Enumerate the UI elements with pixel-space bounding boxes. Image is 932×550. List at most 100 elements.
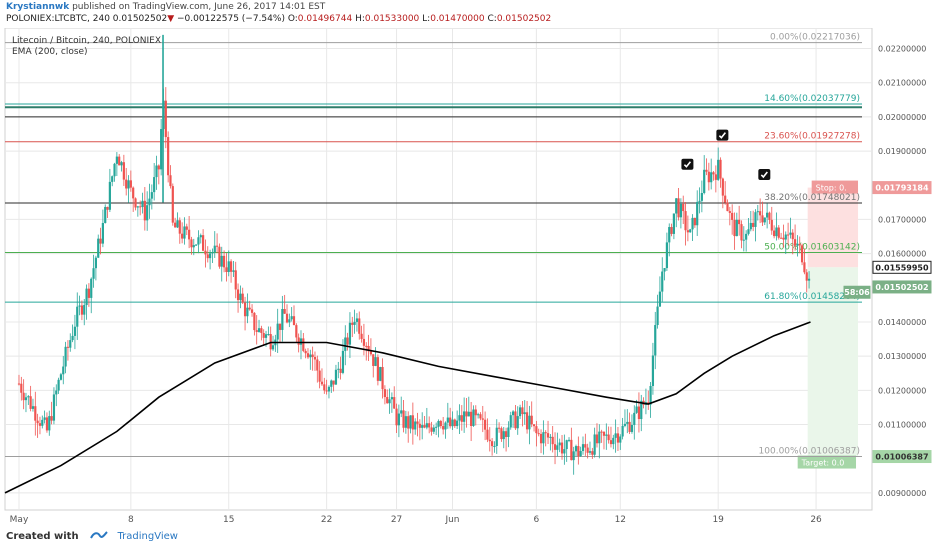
candle-body — [302, 338, 305, 351]
candle-body — [595, 434, 599, 444]
y-tick-label: 0.00900000 — [878, 489, 926, 498]
footer: Created with TradingView — [6, 530, 178, 542]
candle-body — [383, 389, 386, 398]
price-chart[interactable]: Stop: 0. Target: 0.0 0.00%(0.02217036) 14.… — [0, 28, 932, 530]
candle-body — [600, 431, 603, 433]
candle-body — [563, 449, 566, 454]
checkmark-tick — [760, 171, 768, 179]
y-tick-label: 0.02100000 — [878, 79, 926, 88]
candle-body — [663, 268, 666, 272]
candle-body — [218, 246, 221, 267]
candle-body — [780, 237, 783, 239]
change: −0.00122575 (−7.54%) — [177, 14, 285, 24]
candle-body — [682, 203, 685, 212]
candle-body — [78, 305, 81, 307]
candle-body — [253, 312, 256, 331]
candle-body — [316, 359, 319, 371]
chart-legend-title: Litecoin / Bitcoin, 240, POLONIEX — [12, 36, 161, 46]
candle-body — [111, 176, 114, 182]
candle-body — [20, 383, 23, 393]
candle-body — [188, 229, 191, 240]
candle-body — [34, 406, 37, 421]
candle-body — [521, 407, 524, 415]
candle-body — [332, 380, 335, 385]
plot-area[interactable] — [4, 28, 873, 511]
candle-body — [36, 420, 39, 424]
candle-body — [330, 380, 333, 387]
y-tick-label: 0.02000000 — [878, 113, 926, 122]
y-tick-label: 0.01100000 — [878, 421, 926, 430]
x-axis[interactable]: May 8 15 22 27 Jun 6 12 19 26 — [10, 515, 822, 525]
candle-body — [222, 255, 226, 268]
candle-body — [113, 163, 116, 177]
candle-body — [85, 288, 88, 306]
candle-body — [120, 162, 123, 166]
candle-body — [425, 423, 428, 428]
candle-body — [164, 100, 167, 138]
candle-body — [738, 219, 741, 225]
close-value: 0.01502502 — [496, 14, 552, 24]
candle-body — [437, 420, 440, 427]
candle-body — [654, 325, 657, 356]
candle-body — [155, 165, 158, 178]
candle-body — [129, 180, 132, 188]
candle-body — [208, 253, 212, 259]
candle-body — [50, 416, 53, 421]
candle-body — [248, 307, 251, 310]
candle-body — [250, 309, 254, 313]
checkmarks — [681, 129, 771, 180]
candle-body — [593, 434, 596, 455]
candle-body — [225, 267, 228, 272]
candle-body — [257, 328, 261, 332]
candle-body — [388, 399, 391, 404]
target-label: Target: 0.0 — [801, 459, 845, 468]
candle-body — [616, 433, 620, 443]
candle-body — [64, 346, 67, 367]
candle-body — [414, 421, 417, 430]
candle-body — [546, 433, 550, 438]
candle-body — [486, 429, 489, 440]
price-tag — [872, 450, 932, 464]
candle-body — [800, 245, 804, 263]
candle-body — [183, 226, 186, 239]
candle-body — [125, 179, 128, 189]
candle-body — [432, 427, 435, 432]
candle-body — [640, 400, 643, 420]
candle-body — [607, 434, 610, 441]
horizontal-lines — [5, 106, 862, 204]
candle-body — [139, 206, 142, 208]
candle-body — [565, 440, 568, 450]
stop-label-bg — [811, 180, 859, 194]
candle-body — [185, 226, 188, 230]
candle-body — [749, 222, 752, 230]
candle-body — [754, 212, 757, 227]
tradingview-brand[interactable]: TradingView — [117, 531, 178, 542]
candle-body — [782, 237, 785, 240]
candle-body — [460, 415, 463, 422]
candle-body — [367, 345, 370, 352]
candle-body — [104, 206, 107, 223]
x-tick-label: 8 — [128, 515, 134, 525]
candle-body — [807, 278, 811, 281]
y-axis[interactable]: 0.02200000 0.02100000 0.02000000 0.01900000… — [878, 45, 926, 498]
close-label: C: — [487, 14, 497, 24]
candle-body — [700, 192, 703, 201]
candle-body — [712, 172, 715, 175]
candle-body — [362, 338, 366, 346]
candle-body — [428, 423, 431, 428]
candle-body — [62, 366, 65, 375]
y-tick-label: 0.01900000 — [878, 147, 926, 156]
candle-body — [614, 433, 617, 438]
candle-body — [504, 431, 508, 438]
candle-body — [181, 233, 184, 239]
candle-body — [41, 419, 44, 426]
candle-body — [633, 412, 636, 425]
candle-body — [402, 410, 405, 428]
candle-body — [267, 334, 270, 336]
candle-body — [621, 425, 624, 437]
x-tick-label: 27 — [391, 515, 402, 525]
author-link[interactable]: Krystiannwk — [6, 2, 70, 12]
candle-body — [418, 423, 421, 428]
candle-body — [553, 444, 557, 450]
price-tag-label: 0.01006387 — [875, 453, 928, 462]
